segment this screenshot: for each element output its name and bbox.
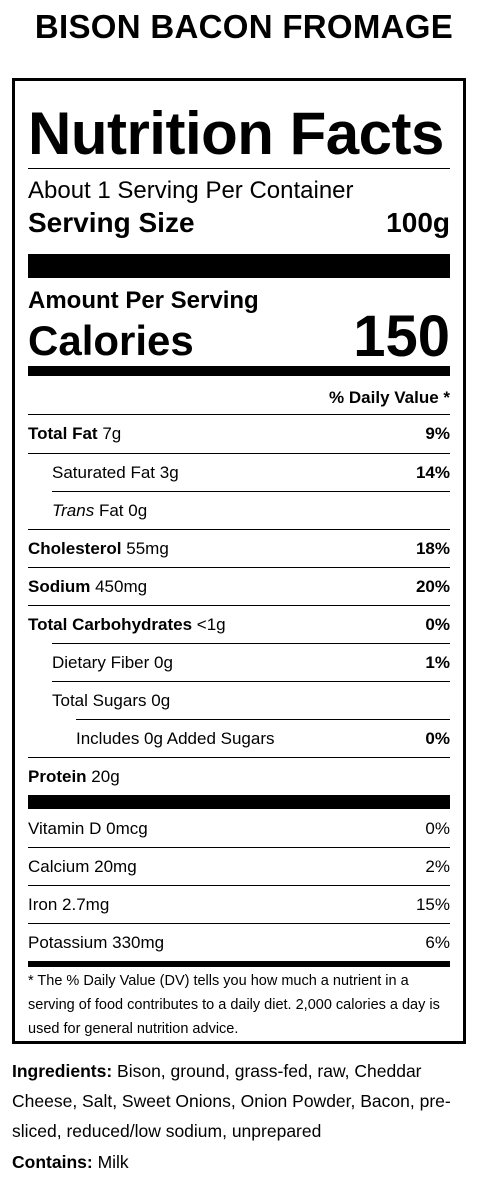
divider	[28, 414, 450, 415]
divider	[28, 605, 450, 606]
nutrient-name: Total Carbohydrates	[28, 615, 193, 634]
nutrient-dv: 18%	[415, 539, 450, 558]
vitamin-name: Iron	[28, 895, 58, 914]
divider	[52, 681, 450, 682]
nutrient-dv: 0%	[425, 615, 450, 634]
product-title: BISON BACON FROMAGE	[34, 8, 454, 45]
nutrient-row-sodium: Sodium 450mg 20%	[28, 568, 450, 606]
nutrition-facts-label: Nutrition Facts About 1 Serving Per Cont…	[12, 78, 466, 1044]
nutrient-name: Trans	[52, 501, 95, 520]
contains-text: Milk	[97, 1152, 129, 1172]
ingredients-statement: Ingredients: Bison, ground, grass-fed, r…	[12, 1056, 472, 1146]
divider	[28, 453, 450, 454]
allergen-statement: Contains: Milk	[12, 1147, 129, 1177]
vitamin-dv: 2%	[425, 857, 450, 876]
nutrition-facts-heading: Nutrition Facts	[28, 100, 444, 167]
nutrient-name: Total Sugars	[52, 691, 147, 710]
nutrient-amount: 450mg	[95, 577, 148, 596]
divider	[52, 491, 450, 492]
serving-size-label: Serving Size	[28, 207, 195, 238]
serving-size-row: Serving Size 100g	[28, 205, 450, 241]
nutrient-dv: 0%	[425, 729, 450, 748]
nutrient-row-total-sugars: Total Sugars 0g	[28, 682, 450, 720]
vitamin-row-vitamin-d: Vitamin D 0mcg 0%	[28, 810, 450, 848]
nutrient-amount: 3g	[159, 463, 179, 482]
vitamin-dv: 15%	[415, 895, 450, 914]
divider	[28, 757, 450, 758]
nutrient-amount: 7g	[102, 424, 122, 443]
divider	[28, 168, 450, 169]
vitamin-amount: 330mg	[112, 933, 165, 952]
serving-size-value: 100g	[386, 207, 450, 238]
vitamin-amount: 0mcg	[106, 819, 148, 838]
nutrient-name: Saturated Fat	[52, 463, 156, 482]
divider	[28, 885, 450, 886]
nutrient-row-cholesterol: Cholesterol 55mg 18%	[28, 530, 450, 568]
nutrient-row-dietary-fiber: Dietary Fiber 0g 1%	[28, 644, 450, 682]
nutrient-name: Cholesterol	[28, 539, 122, 558]
daily-value-header: % Daily Value *	[329, 388, 450, 407]
divider	[28, 567, 450, 568]
nutrient-row-trans-fat: Trans Fat 0g	[28, 492, 450, 530]
calories-row: Calories 150	[28, 303, 450, 371]
nutrient-name: Protein	[28, 767, 87, 786]
calories-value: 150	[353, 304, 450, 369]
divider	[28, 529, 450, 530]
divider	[28, 847, 450, 848]
daily-value-footnote: * The % Daily Value (DV) tells you how m…	[28, 973, 440, 1037]
nutrient-amount: 0g	[128, 501, 148, 520]
vitamin-row-calcium: Calcium 20mg 2%	[28, 848, 450, 886]
amount-per-serving: Amount Per Serving	[28, 287, 259, 314]
nutrient-suffix: Fat	[98, 501, 124, 520]
vitamin-name: Calcium	[28, 857, 90, 876]
nutrient-name: Includes 0g Added Sugars	[76, 729, 275, 748]
nutrient-amount: 55mg	[126, 539, 169, 558]
vitamin-row-iron: Iron 2.7mg 15%	[28, 886, 450, 924]
nutrient-row-total-carbohydrates: Total Carbohydrates <1g 0%	[28, 606, 450, 644]
divider-heavy	[28, 795, 450, 809]
ingredients-label: Ingredients:	[12, 1061, 113, 1081]
nutrient-dv: 1%	[425, 653, 450, 672]
nutrient-row-total-fat: Total Fat 7g 9%	[28, 415, 450, 453]
nutrient-name: Sodium	[28, 577, 91, 596]
vitamin-dv: 0%	[425, 819, 450, 838]
nutrient-row-protein: Protein 20g	[28, 758, 450, 796]
nutrient-row-saturated-fat: Saturated Fat 3g 14%	[28, 454, 450, 492]
vitamin-name: Potassium	[28, 933, 108, 952]
nutrient-dv: 14%	[415, 463, 450, 482]
nutrient-dv: 9%	[425, 424, 450, 443]
nutrient-amount: <1g	[196, 615, 226, 634]
vitamin-name: Vitamin D	[28, 819, 102, 838]
divider-heavy	[28, 961, 450, 967]
contains-label: Contains:	[12, 1152, 93, 1172]
nutrient-name: Total Fat	[28, 424, 98, 443]
vitamin-amount: 20mg	[94, 857, 137, 876]
divider-thick	[28, 254, 450, 278]
divider-heavy	[28, 366, 450, 376]
nutrient-amount: 0g	[151, 691, 171, 710]
divider	[76, 719, 450, 720]
divider	[28, 923, 450, 924]
nutrient-name: Dietary Fiber	[52, 653, 150, 672]
calories-label: Calories	[28, 317, 194, 364]
nutrient-amount: 20g	[91, 767, 120, 786]
nutrient-row-added-sugars: Includes 0g Added Sugars 0%	[28, 720, 450, 758]
servings-per-container: About 1 Serving Per Container	[28, 177, 354, 204]
nutrient-amount: 0g	[154, 653, 173, 672]
vitamin-row-potassium: Potassium 330mg 6%	[28, 924, 450, 962]
ingredients-text: Bison, ground, grass-fed, raw, Cheddar C…	[12, 1061, 451, 1141]
vitamin-amount: 2.7mg	[62, 895, 110, 914]
nutrient-dv: 20%	[415, 577, 450, 596]
vitamin-dv: 6%	[425, 933, 450, 952]
divider	[52, 643, 450, 644]
